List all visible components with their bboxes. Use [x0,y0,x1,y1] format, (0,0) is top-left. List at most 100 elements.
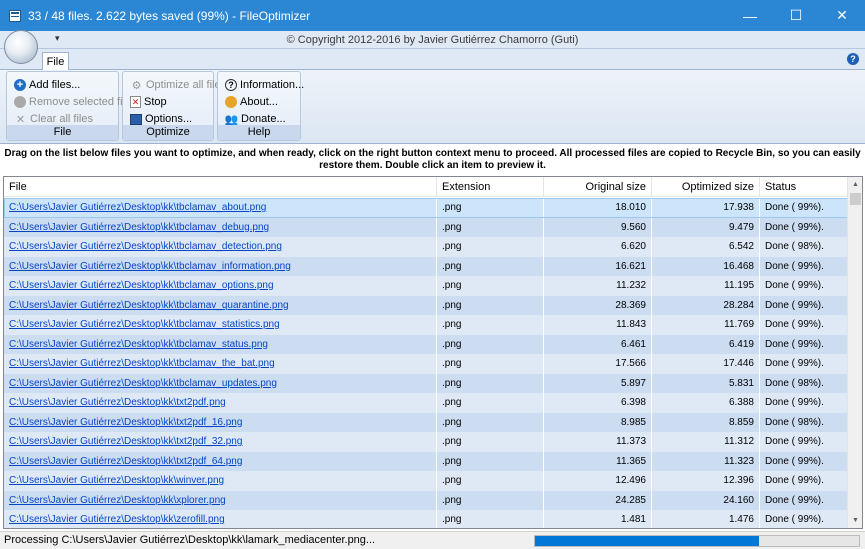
table-row[interactable]: C:\Users\Javier Gutiérrez\Desktop\kk\txt… [4,432,849,452]
table-row[interactable]: C:\Users\Javier Gutiérrez\Desktop\kk\tbc… [4,373,849,393]
file-path-cell[interactable]: C:\Users\Javier Gutiérrez\Desktop\kk\tbc… [4,217,437,237]
file-path-cell[interactable]: C:\Users\Javier Gutiérrez\Desktop\kk\tbc… [4,237,437,257]
file-path-cell[interactable]: C:\Users\Javier Gutiérrez\Desktop\kk\tbc… [4,276,437,296]
column-header-file[interactable]: File [4,177,437,197]
clear-icon: ✕ [15,113,26,126]
ribbon-group-file: + Add files... Remove selected files ✕ C… [6,71,137,141]
optimized-size-cell: 24.160 [652,490,760,510]
optimize-all-files-label: Optimize all files [146,79,227,91]
table-row[interactable]: C:\Users\Javier Gutiérrez\Desktop\kk\tbc… [4,315,849,335]
scrollbar-thumb[interactable] [850,193,861,205]
extension-cell: .png [437,237,544,257]
original-size-cell: 11.365 [544,451,652,471]
optimize-all-files-button[interactable]: ⚙ Optimize all files [130,77,227,93]
extension-cell: .png [437,315,544,335]
file-path-cell[interactable]: C:\Users\Javier Gutiérrez\Desktop\kk\tbc… [4,334,437,354]
application-orb-button[interactable] [4,30,38,64]
column-header-original-size[interactable]: Original size [544,177,652,197]
maximize-button[interactable]: ☐ [789,7,803,23]
file-path-cell[interactable]: C:\Users\Javier Gutiérrez\Desktop\kk\zer… [4,510,437,528]
original-size-cell: 6.620 [544,237,652,257]
processing-status-text: Processing C:\Users\Javier Gutiérrez\Des… [4,534,376,546]
table-row[interactable]: C:\Users\Javier Gutiérrez\Desktop\kk\txt… [4,393,849,413]
add-files-button[interactable]: + Add files... [14,77,80,93]
table-row[interactable]: C:\Users\Javier Gutiérrez\Desktop\kk\tbc… [4,354,849,374]
optimized-size-cell: 6.388 [652,393,760,413]
file-path-cell[interactable]: C:\Users\Javier Gutiérrez\Desktop\kk\tbc… [4,256,437,276]
file-path-cell[interactable]: C:\Users\Javier Gutiérrez\Desktop\kk\tbc… [4,373,437,393]
optimized-size-cell: 11.195 [652,276,760,296]
status-cell: Done ( 99%). [760,354,849,374]
table-row[interactable]: C:\Users\Javier Gutiérrez\Desktop\kk\txt… [4,412,849,432]
original-size-cell: 17.566 [544,354,652,374]
extension-cell: .png [437,217,544,237]
scroll-down-icon[interactable]: ▼ [852,517,859,524]
options-button[interactable]: Options... [130,111,192,127]
file-path-cell[interactable]: C:\Users\Javier Gutiérrez\Desktop\kk\win… [4,471,437,491]
column-header-extension[interactable]: Extension [437,177,544,197]
column-header-optimized-size[interactable]: Optimized size [652,177,760,197]
file-path-cell[interactable]: C:\Users\Javier Gutiérrez\Desktop\kk\txt… [4,412,437,432]
file-path-cell[interactable]: C:\Users\Javier Gutiérrez\Desktop\kk\txt… [4,432,437,452]
optimized-size-cell: 5.831 [652,373,760,393]
add-icon: + [14,79,26,91]
table-row[interactable]: C:\Users\Javier Gutiérrez\Desktop\kk\tbc… [4,334,849,354]
stop-button[interactable]: ✕ Stop [130,94,167,110]
file-list[interactable]: File Extension Original size Optimized s… [3,176,863,529]
original-size-cell: 16.621 [544,256,652,276]
status-cell: Done ( 99%). [760,295,849,315]
file-path-cell[interactable]: C:\Users\Javier Gutiérrez\Desktop\kk\txt… [4,393,437,413]
about-icon [225,96,237,108]
information-button[interactable]: ? Information... [225,77,304,93]
window-title: 33 / 48 files. 2.622 bytes saved (99%) -… [28,8,311,23]
scroll-up-icon[interactable]: ▲ [852,181,859,188]
table-row[interactable]: C:\Users\Javier Gutiérrez\Desktop\kk\tbc… [4,198,849,218]
table-row[interactable]: C:\Users\Javier Gutiérrez\Desktop\kk\xpl… [4,490,849,510]
remove-selected-files-button[interactable]: Remove selected files [14,94,137,110]
table-row[interactable]: C:\Users\Javier Gutiérrez\Desktop\kk\zer… [4,510,849,528]
donate-button[interactable]: 👥 Donate... [225,111,286,127]
quick-access-dropdown-icon[interactable]: ▾ [55,33,60,43]
status-cell: Done ( 99%). [760,217,849,237]
ribbon-group-optimize-label: Optimize [123,125,213,140]
original-size-cell: 11.232 [544,276,652,296]
copyright-text: © Copyright 2012-2016 by Javier Gutiérre… [286,34,579,46]
file-path-cell[interactable]: C:\Users\Javier Gutiérrez\Desktop\kk\tbc… [4,354,437,374]
extension-cell: .png [437,295,544,315]
file-path-cell[interactable]: C:\Users\Javier Gutiérrez\Desktop\kk\tbc… [4,295,437,315]
list-rows: C:\Users\Javier Gutiérrez\Desktop\kk\tbc… [4,198,849,528]
original-size-cell: 8.985 [544,412,652,432]
optimized-size-cell: 11.769 [652,315,760,335]
extension-cell: .png [437,256,544,276]
table-row[interactable]: C:\Users\Javier Gutiérrez\Desktop\kk\txt… [4,451,849,471]
minimize-button[interactable]: — [743,7,757,24]
status-cell: Done ( 98%). [760,412,849,432]
ribbon-caption [0,31,865,49]
extension-cell: .png [437,393,544,413]
table-row[interactable]: C:\Users\Javier Gutiérrez\Desktop\kk\tbc… [4,217,849,237]
tab-file[interactable]: File [42,52,69,70]
table-row[interactable]: C:\Users\Javier Gutiérrez\Desktop\kk\win… [4,471,849,491]
status-cell: Done ( 99%). [760,471,849,491]
app-icon [9,9,21,22]
original-size-cell: 9.560 [544,217,652,237]
question-icon: ? [225,79,237,91]
original-size-cell: 5.897 [544,373,652,393]
close-button[interactable]: ✕ [836,7,848,23]
clear-all-files-label: Clear all files [30,113,93,125]
extension-cell: .png [437,412,544,432]
table-row[interactable]: C:\Users\Javier Gutiérrez\Desktop\kk\tbc… [4,295,849,315]
optimize-icon: ⚙ [131,79,142,92]
file-path-cell[interactable]: C:\Users\Javier Gutiérrez\Desktop\kk\tbc… [4,315,437,335]
file-path-cell[interactable]: C:\Users\Javier Gutiérrez\Desktop\kk\txt… [4,451,437,471]
table-row[interactable]: C:\Users\Javier Gutiérrez\Desktop\kk\tbc… [4,256,849,276]
table-row[interactable]: C:\Users\Javier Gutiérrez\Desktop\kk\tbc… [4,276,849,296]
about-button[interactable]: About... [225,94,278,110]
help-icon[interactable]: ? [847,53,859,65]
file-path-cell[interactable]: C:\Users\Javier Gutiérrez\Desktop\kk\tbc… [4,198,437,218]
table-row[interactable]: C:\Users\Javier Gutiérrez\Desktop\kk\tbc… [4,237,849,257]
column-header-status[interactable]: Status [760,177,849,197]
file-path-cell[interactable]: C:\Users\Javier Gutiérrez\Desktop\kk\xpl… [4,490,437,510]
vertical-scrollbar[interactable]: ▲ ▼ [847,177,862,528]
clear-all-files-button[interactable]: ✕ Clear all files [14,111,93,127]
